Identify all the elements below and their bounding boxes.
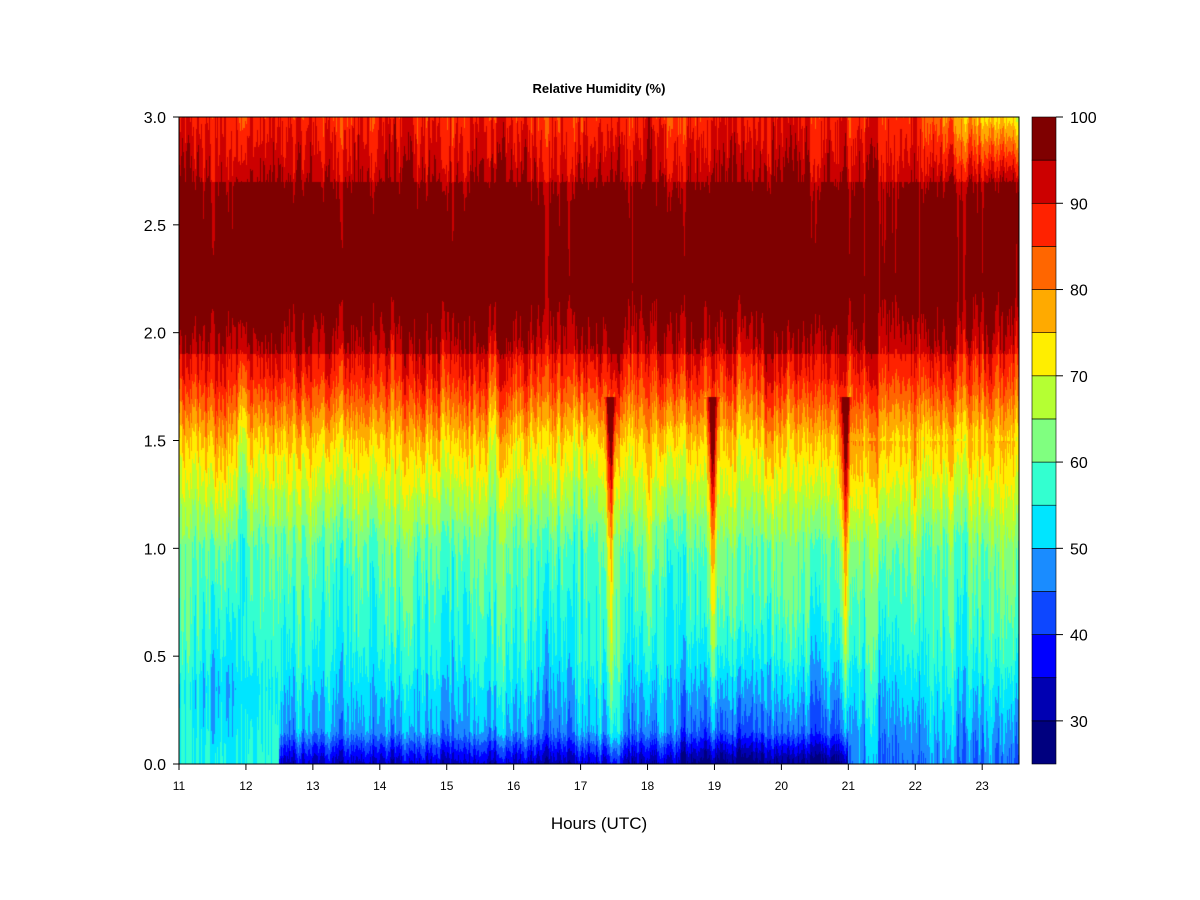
colorbar-segment: [1031, 720, 1057, 765]
x-tick-label: 17: [574, 779, 588, 793]
colorbar-segment: [1031, 461, 1057, 506]
x-tick-label: 11: [173, 779, 186, 793]
colorbar-segment: [1031, 418, 1057, 463]
colorbar-tick-label: 80: [1070, 283, 1088, 300]
colorbar-tick-label: 60: [1070, 455, 1088, 472]
y-tick-label: 2.5: [144, 218, 166, 235]
x-tick-label: 15: [440, 779, 454, 793]
colorbar-tick-label: 100: [1070, 110, 1097, 127]
y-tick-label: 0.5: [144, 649, 166, 666]
colorbar-segment: [1031, 634, 1057, 679]
colorbar-segment: [1031, 246, 1057, 290]
x-tick-label: 18: [641, 779, 655, 793]
colorbar-segment: [1031, 202, 1057, 247]
colorbar-tick-label: 50: [1070, 541, 1088, 558]
colorbar-segment: [1031, 375, 1057, 420]
x-tick-label: 23: [976, 779, 990, 793]
x-tick-label: 22: [909, 779, 923, 793]
y-axis: 0.0 0.5 1.0 1.5 2.0 2.5 3.0: [144, 110, 179, 774]
y-tick-label: 1.0: [144, 541, 166, 558]
colorbar-segment: [1031, 289, 1057, 333]
x-axis: 11 12 13 14 15 16 17 18 19 20 21 22 23: [173, 764, 989, 793]
y-tick-label: 1.5: [144, 434, 166, 451]
colorbar-segment: [1031, 116, 1057, 161]
x-tick-label: 14: [373, 779, 387, 793]
x-tick-label: 16: [507, 779, 521, 793]
x-tick-label: 21: [842, 779, 856, 793]
heatmap-image: [179, 117, 1019, 764]
x-tick-label: 13: [306, 779, 320, 793]
colorbar-segment: [1031, 159, 1057, 204]
colorbar-segment: [1031, 548, 1057, 592]
colorbar-tick-label: 40: [1070, 628, 1088, 645]
colorbar: 30 40 50 60 70 80 90 100: [1031, 110, 1097, 765]
colorbar-segment: [1031, 504, 1057, 549]
x-tick-label: 19: [708, 779, 722, 793]
y-tick-label: 3.0: [144, 110, 166, 127]
colorbar-segment: [1031, 677, 1057, 722]
x-tick-label: 20: [775, 779, 789, 793]
colorbar-segment: [1031, 332, 1057, 377]
colorbar-tick-label: 70: [1070, 369, 1088, 386]
colorbar-segment: [1031, 591, 1057, 635]
colorbar-tick-label: 30: [1070, 714, 1088, 731]
y-tick-label: 2.0: [144, 326, 166, 343]
y-tick-label: 0.0: [144, 757, 166, 774]
colorbar-tick-label: 90: [1070, 196, 1088, 213]
x-tick-label: 12: [239, 779, 253, 793]
chart-title: Relative Humidity (%): [533, 81, 666, 96]
x-axis-label: Hours (UTC): [551, 814, 647, 833]
